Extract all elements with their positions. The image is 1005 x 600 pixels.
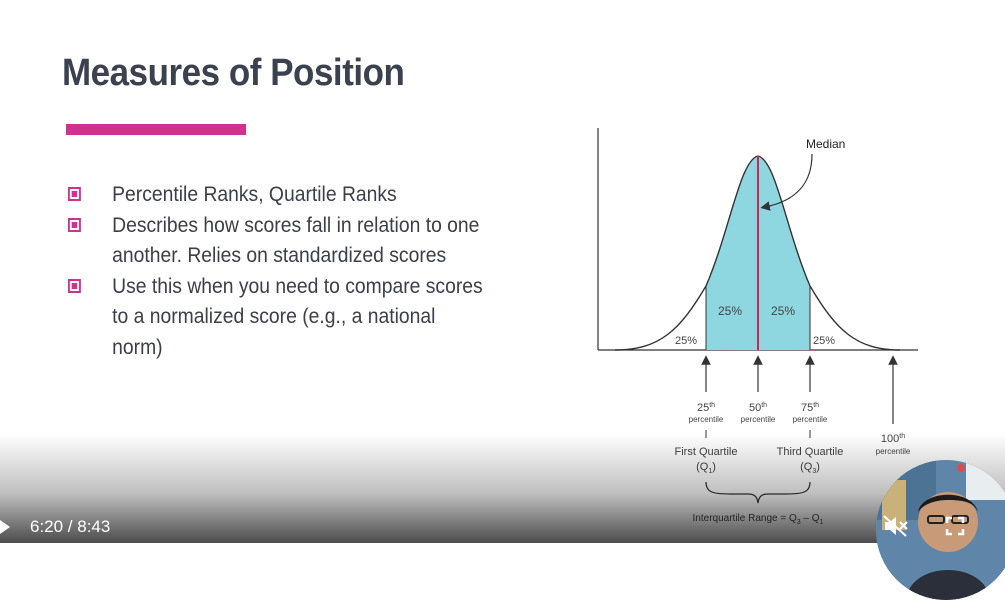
region-label: 25%	[675, 335, 697, 347]
percentile-suffix: th	[813, 402, 819, 409]
bullet-text: Use this when you need to compare scores…	[112, 274, 483, 359]
median-pointer-arrow	[760, 153, 813, 211]
quartile-paren: )	[712, 461, 716, 473]
iqr-minus: – Q	[801, 513, 820, 524]
quartile-paren: )	[816, 461, 820, 473]
percentile-suffix: th	[709, 402, 715, 409]
percentile-word: percentile	[793, 415, 828, 424]
percentile-word: percentile	[689, 415, 724, 424]
bullet-square-icon	[68, 278, 81, 293]
slide-title: Measures of Position	[62, 52, 405, 94]
bullet-item: Use this when you need to compare scores…	[68, 272, 489, 364]
quartile-symbol: (Q	[696, 461, 709, 473]
percentile-label: 75th	[801, 402, 819, 414]
iqr-label: Interquartile Range = Q3 – Q1	[693, 513, 824, 526]
bullet-square-icon	[68, 217, 81, 232]
percentile-label: 50th	[749, 402, 767, 414]
first-quartile-label: First Quartile	[675, 446, 738, 458]
region-label: 25%	[813, 335, 835, 347]
iqr-text: Interquartile Range = Q	[693, 513, 797, 524]
percentile-number: 75	[801, 402, 813, 414]
third-quartile-symbol: (Q3)	[800, 461, 820, 475]
percentile-label: 25th	[697, 402, 715, 414]
bullet-text: Describes how scores fall in relation to…	[112, 213, 480, 268]
region-label: 25%	[771, 304, 795, 318]
fullscreen-icon[interactable]	[944, 515, 966, 537]
title-underline	[66, 124, 246, 135]
iqr-subscript: 1	[820, 519, 824, 526]
slide: Measures of Position Percentile Ranks, Q…	[62, 52, 918, 526]
bullet-square-icon	[68, 187, 81, 201]
percentile-number: 25	[697, 402, 709, 414]
bullet-list: Percentile Ranks, Quartile Ranks Describ…	[68, 180, 508, 363]
bullet-text: Percentile Ranks, Quartile Ranks	[112, 183, 397, 206]
percentile-suffix: th	[899, 433, 905, 440]
percentile-word: percentile	[876, 447, 911, 456]
play-icon[interactable]	[0, 520, 12, 534]
percentile-number: 100	[881, 433, 899, 445]
iqr-brace	[705, 481, 811, 504]
median-label: Median	[806, 137, 845, 151]
bullet-item: Describes how scores fall in relation to…	[68, 211, 480, 272]
normal-distribution-diagram: Median 25% 25% 25% 25% 25th percentile 5…	[597, 128, 918, 526]
quartile-symbol: (Q	[800, 461, 813, 473]
region-label: 25%	[718, 304, 742, 318]
percentile-suffix: th	[761, 402, 767, 409]
percentile-word: percentile	[741, 415, 776, 424]
percentile-label: 100th	[881, 433, 905, 445]
percentile-number: 50	[749, 402, 761, 414]
time-display: 6:20 / 8:43	[30, 517, 111, 536]
mute-icon[interactable]	[882, 514, 908, 538]
third-quartile-label: Third Quartile	[777, 446, 844, 458]
first-quartile-symbol: (Q1)	[696, 461, 716, 475]
bullet-item: Percentile Ranks, Quartile Ranks	[68, 180, 473, 211]
